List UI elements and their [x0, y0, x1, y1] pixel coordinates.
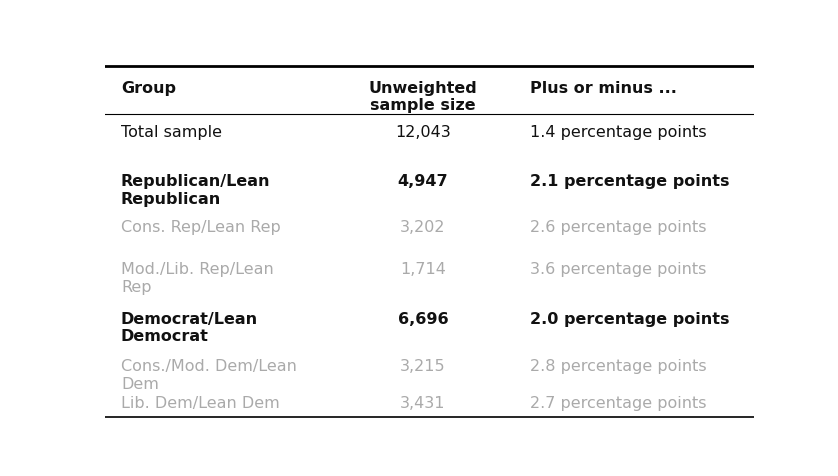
Text: 6,696: 6,696: [398, 312, 448, 327]
Text: Cons. Rep/Lean Rep: Cons. Rep/Lean Rep: [121, 220, 281, 235]
Text: 12,043: 12,043: [395, 125, 451, 140]
Text: Plus or minus ...: Plus or minus ...: [530, 81, 677, 96]
Text: 2.1 percentage points: 2.1 percentage points: [530, 174, 730, 189]
Text: Total sample: Total sample: [121, 125, 222, 140]
Text: 3,431: 3,431: [401, 396, 446, 411]
Text: 3.6 percentage points: 3.6 percentage points: [530, 262, 706, 278]
Text: Lib. Dem/Lean Dem: Lib. Dem/Lean Dem: [121, 396, 280, 411]
Text: 4,947: 4,947: [398, 174, 448, 189]
Text: 2.7 percentage points: 2.7 percentage points: [530, 396, 706, 411]
Text: 1,714: 1,714: [400, 262, 446, 278]
Text: 2.8 percentage points: 2.8 percentage points: [530, 359, 706, 375]
Text: 1.4 percentage points: 1.4 percentage points: [530, 125, 706, 140]
Text: Mod./Lib. Rep/Lean
Rep: Mod./Lib. Rep/Lean Rep: [121, 262, 274, 295]
Text: Cons./Mod. Dem/Lean
Dem: Cons./Mod. Dem/Lean Dem: [121, 359, 297, 392]
Text: Group: Group: [121, 81, 176, 96]
Text: Democrat/Lean
Democrat: Democrat/Lean Democrat: [121, 312, 258, 344]
Text: 3,202: 3,202: [401, 220, 446, 235]
Text: Republican/Lean
Republican: Republican/Lean Republican: [121, 174, 271, 207]
Text: 3,215: 3,215: [401, 359, 446, 375]
Text: 2.0 percentage points: 2.0 percentage points: [530, 312, 730, 327]
Text: 2.6 percentage points: 2.6 percentage points: [530, 220, 706, 235]
Text: Unweighted
sample size: Unweighted sample size: [369, 81, 478, 113]
